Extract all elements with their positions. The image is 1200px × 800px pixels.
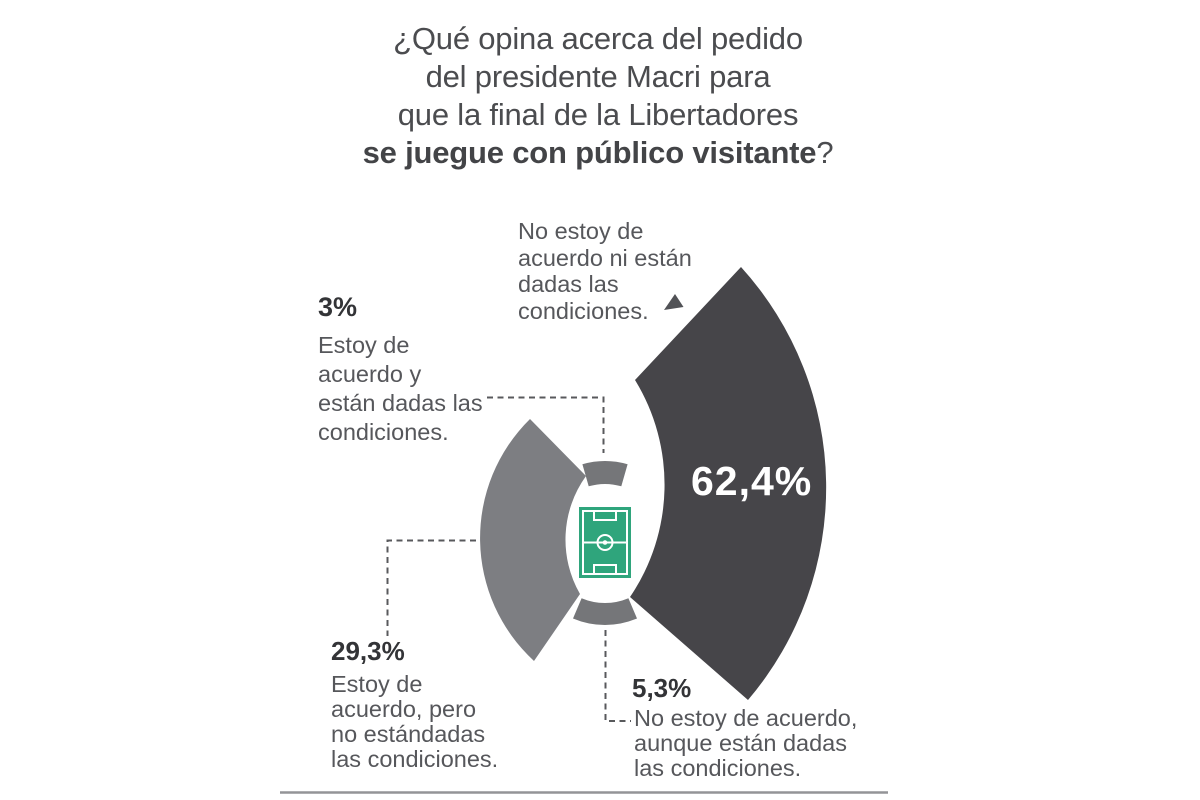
connector-agree-conditions [487, 396, 605, 453]
label-agree-no-conditions: Estoy de acuerdo, pero no estándadas las… [331, 671, 499, 772]
title-question-mark: ? [816, 135, 834, 170]
connector-agree-no-conditions [386, 539, 476, 636]
label-no-agree-conditions: No estoy de acuerdo, aunque están dadas … [634, 705, 858, 781]
slice-no-agree-no-conditions [630, 267, 827, 700]
slice-agree-no-conditions [480, 419, 586, 661]
title-line: se juegue con público visitante? [295, 134, 901, 172]
value-label-3: 3% [318, 292, 358, 322]
title-line: que la final de la Libertadores [397, 97, 799, 132]
pointer-arrow-icon [664, 294, 684, 310]
soccer-field-icon [579, 507, 631, 578]
value-label-29-3: 29,3% [331, 636, 405, 666]
value-label-5-3: 5,3% [632, 673, 692, 703]
title-line: ¿Qué opina acerca del pedido [393, 21, 803, 56]
title-bold-text: se juegue con público visitante [362, 135, 817, 170]
value-label-62-4: 62,4% [691, 458, 813, 504]
slice-no-agree-conditions [573, 598, 637, 626]
label-agree-conditions: Estoy de acuerdo y están dadas las condi… [318, 332, 483, 445]
chart-title: ¿Qué opina acerca del pedido del preside… [295, 20, 901, 172]
connector-no-agree-conditions [604, 630, 631, 722]
title-line: del presidente Macri para [425, 59, 771, 94]
label-no-agree-no-conditions: No estoy de acuerdo ni están dadas las c… [518, 218, 692, 324]
slice-agree-conditions [582, 461, 628, 487]
